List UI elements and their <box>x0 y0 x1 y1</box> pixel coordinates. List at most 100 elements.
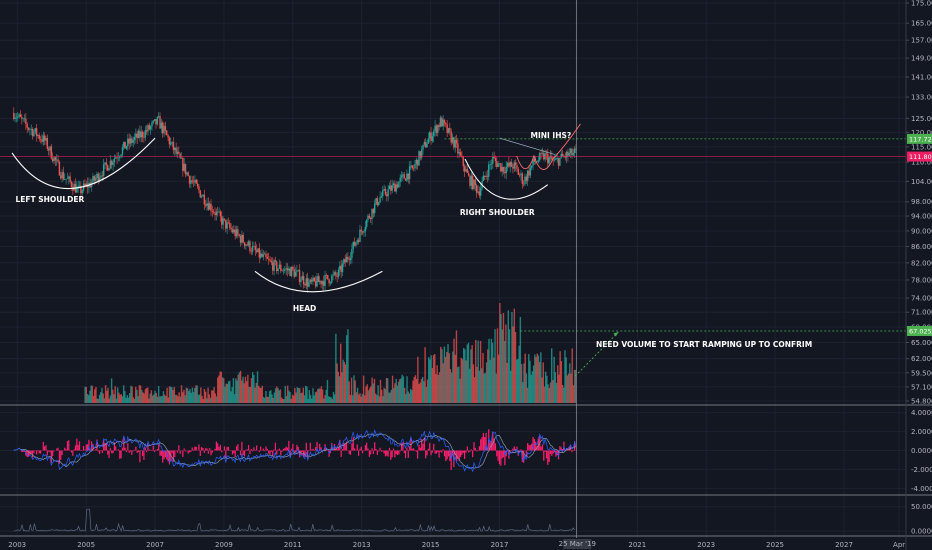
volume-bar <box>167 397 169 403</box>
volume-bar <box>383 387 385 403</box>
volume-bar <box>566 375 569 403</box>
volume-bar <box>430 355 432 403</box>
candle-body <box>529 167 532 176</box>
volume-bar <box>560 360 563 403</box>
annotation-label: NEED VOLUME TO START RAMPING UP TO CONFR… <box>596 340 812 349</box>
candle-body <box>407 173 409 180</box>
volume-bar <box>489 359 491 403</box>
volume-bar <box>276 386 278 403</box>
candle-body <box>528 170 530 176</box>
candle-body <box>31 128 34 137</box>
volume-bar <box>245 381 248 403</box>
candle-body <box>517 168 519 175</box>
volume-bar <box>572 385 575 403</box>
candle-body <box>555 158 557 160</box>
volume-bar <box>401 374 403 403</box>
candle-body <box>309 279 312 283</box>
volume-bar <box>219 371 221 403</box>
volume-bar <box>435 374 437 403</box>
candle-body <box>426 143 428 148</box>
candle-body <box>317 276 320 282</box>
volume-bar <box>526 387 529 403</box>
candle-body <box>68 176 70 179</box>
volume-bar <box>366 384 368 403</box>
candle-body <box>557 158 560 166</box>
macd-panel <box>13 429 577 472</box>
volume-bar <box>291 394 294 403</box>
volume-bar <box>519 317 522 403</box>
volume-bar <box>365 386 367 403</box>
volume-bar <box>543 386 546 403</box>
volume-bar <box>195 385 197 403</box>
volume-bar <box>277 388 279 403</box>
candle-body <box>526 170 529 181</box>
volume-bar <box>500 313 502 403</box>
volume-bar <box>198 394 201 403</box>
volume-bar <box>138 385 141 403</box>
volume-bar <box>102 393 104 403</box>
volume-bar <box>432 355 435 403</box>
candle-body <box>176 151 179 154</box>
candle-body <box>508 162 510 167</box>
candle-body <box>324 274 326 286</box>
volume-bar <box>256 371 259 403</box>
candle-body <box>210 203 212 212</box>
price-tick-label: 54.800 <box>911 398 932 406</box>
candle-body <box>380 196 383 198</box>
candle-body <box>268 258 270 260</box>
volume-bar <box>389 392 391 403</box>
volume-bar <box>346 335 348 403</box>
volume-bar <box>249 387 251 403</box>
candle-body <box>170 142 172 145</box>
volume-bar <box>558 374 560 403</box>
candle-body <box>445 122 447 125</box>
candle-body <box>60 175 62 179</box>
candle-body <box>340 265 342 273</box>
volume-bar <box>160 396 162 403</box>
candle-body <box>278 264 281 269</box>
candle-body <box>290 266 293 277</box>
volume-bar <box>464 349 466 403</box>
candle-body <box>497 163 499 167</box>
volume-bar <box>415 378 418 403</box>
candle-body <box>492 156 494 164</box>
candle-body <box>160 122 163 129</box>
volume-bar <box>529 360 531 403</box>
volume-bar <box>156 396 159 403</box>
volume-bar <box>197 394 200 403</box>
candle-body <box>441 117 443 127</box>
candle-body <box>281 270 283 272</box>
volume-bar <box>91 385 94 403</box>
candle-body <box>280 264 282 271</box>
candle-body <box>229 223 231 228</box>
candle-body <box>66 178 69 179</box>
volume-bar <box>462 347 465 403</box>
volume-bar <box>511 311 513 403</box>
volume-bar <box>325 389 327 403</box>
price-tick-label: 125.000 <box>911 115 932 123</box>
candle-body <box>522 183 525 185</box>
volume-bar <box>394 383 396 403</box>
candle-body <box>51 158 54 162</box>
candle-body <box>327 275 329 280</box>
volume-bar <box>437 374 440 403</box>
volume-bar <box>149 393 151 403</box>
candle-body <box>518 174 521 176</box>
volume-bar <box>570 373 572 403</box>
volume-bar <box>379 379 382 403</box>
volume-bar <box>393 387 395 403</box>
volume-bar <box>161 396 163 403</box>
candle-body <box>332 274 334 276</box>
volume-bar <box>390 389 393 403</box>
candle-body <box>412 168 415 169</box>
candle-body <box>15 117 18 119</box>
candle-body <box>13 112 15 119</box>
candle-body <box>442 119 444 127</box>
candle-body <box>359 229 361 242</box>
volume-bar <box>112 389 114 403</box>
candle-body <box>187 172 189 176</box>
candle-body <box>144 130 146 138</box>
volume-bar <box>136 389 138 403</box>
volume-bar <box>565 357 567 403</box>
